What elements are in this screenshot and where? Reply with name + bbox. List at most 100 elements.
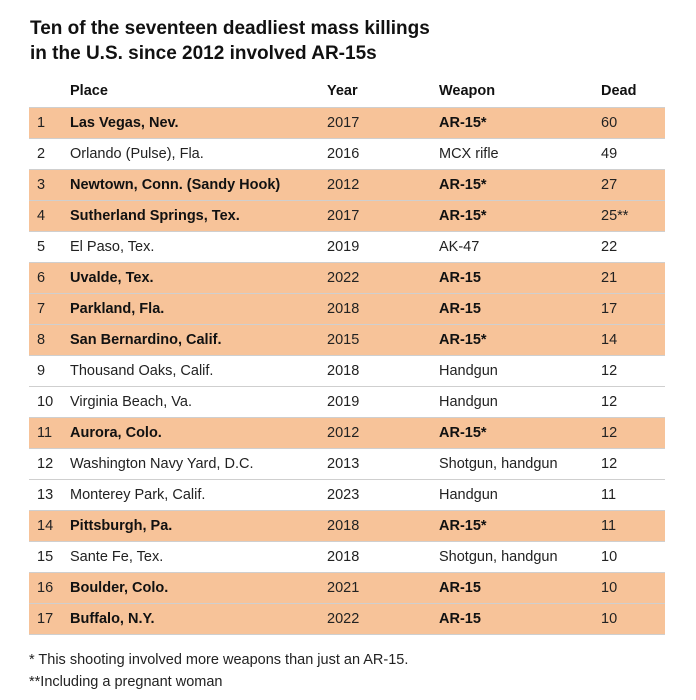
table-row: 4 Sutherland Springs, Tex. 2017 AR-15* 25** <box>29 200 665 231</box>
cell-dead: 10 <box>601 549 618 565</box>
cell-dead: 49 <box>601 146 618 162</box>
cell-rank: 5 <box>37 239 46 255</box>
cell-weapon: AK-47 <box>439 239 480 255</box>
cell-dead: 17 <box>601 301 618 317</box>
cell-year: 2018 <box>327 518 360 534</box>
cell-place: Uvalde, Tex. <box>70 270 154 286</box>
cell-place: Washington Navy Yard, D.C. <box>70 456 254 472</box>
cell-weapon: Handgun <box>439 487 498 503</box>
cell-weapon: AR-15 <box>439 611 481 627</box>
table-row: 13 Monterey Park, Calif. 2023 Handgun 11 <box>29 479 665 510</box>
cell-dead: 10 <box>601 611 618 627</box>
cell-place: Parkland, Fla. <box>70 301 165 317</box>
cell-weapon: AR-15* <box>439 332 487 348</box>
cell-year: 2018 <box>327 363 360 379</box>
cell-dead: 27 <box>601 177 618 193</box>
cell-year: 2017 <box>327 208 360 224</box>
table-row: 16 Boulder, Colo. 2021 AR-15 10 <box>29 572 665 603</box>
cell-year: 2022 <box>327 270 360 286</box>
header-year: Year <box>327 83 358 99</box>
cell-rank: 8 <box>37 332 46 348</box>
cell-year: 2016 <box>327 146 360 162</box>
cell-weapon: MCX rifle <box>439 146 499 162</box>
table-row: 5 El Paso, Tex. 2019 AK-47 22 <box>29 231 665 262</box>
cell-weapon: AR-15* <box>439 208 487 224</box>
table-row: 7 Parkland, Fla. 2018 AR-15 17 <box>29 293 665 324</box>
cell-dead: 11 <box>601 518 617 534</box>
cell-place: El Paso, Tex. <box>70 239 155 255</box>
cell-place: Aurora, Colo. <box>70 425 162 441</box>
table-row: 12 Washington Navy Yard, D.C. 2013 Shotgun,… <box>29 448 665 479</box>
table-row: 17 Buffalo, N.Y. 2022 AR-15 10 <box>29 603 665 634</box>
cell-weapon: AR-15* <box>439 177 487 193</box>
cell-weapon: Shotgun, handgun <box>439 549 558 565</box>
cell-dead: 14 <box>601 332 618 348</box>
cell-weapon: AR-15 <box>439 580 481 596</box>
cell-dead: 12 <box>601 425 618 441</box>
cell-rank: 10 <box>37 394 54 410</box>
cell-place: Virginia Beach, Va. <box>70 394 192 410</box>
cell-place: Monterey Park, Calif. <box>70 487 206 503</box>
cell-rank: 16 <box>37 580 54 596</box>
cell-dead: 12 <box>601 394 618 410</box>
cell-year: 2021 <box>327 580 360 596</box>
cell-year: 2017 <box>327 115 360 131</box>
cell-year: 2022 <box>327 611 360 627</box>
table-row: 6 Uvalde, Tex. 2022 AR-15 21 <box>29 262 665 293</box>
cell-year: 2019 <box>327 394 360 410</box>
cell-weapon: AR-15 <box>439 301 481 317</box>
cell-rank: 11 <box>37 425 53 441</box>
cell-rank: 4 <box>37 208 46 224</box>
cell-year: 2012 <box>327 177 360 193</box>
cell-year: 2013 <box>327 456 360 472</box>
cell-place: Pittsburgh, Pa. <box>70 518 173 534</box>
table-row: 8 San Bernardino, Calif. 2015 AR-15* 14 <box>29 324 665 355</box>
cell-rank: 3 <box>37 177 46 193</box>
footnote-asterisk: * This shooting involved more weapons th… <box>29 652 409 668</box>
cell-dead: 11 <box>601 487 617 503</box>
cell-year: 2012 <box>327 425 360 441</box>
title-line-2: in the U.S. since 2012 involved AR-15s <box>30 43 377 64</box>
cell-rank: 6 <box>37 270 46 286</box>
header-weapon: Weapon <box>439 83 496 99</box>
cell-rank: 17 <box>37 611 54 627</box>
cell-dead: 60 <box>601 115 618 131</box>
cell-rank: 1 <box>37 115 46 131</box>
chart-title: Ten of the seventeen deadliest mass kill… <box>30 16 670 66</box>
cell-dead: 21 <box>601 270 618 286</box>
cell-rank: 13 <box>37 487 54 503</box>
table-header: Place Year Weapon Dead <box>29 79 665 107</box>
table-row: 11 Aurora, Colo. 2012 AR-15* 12 <box>29 417 665 448</box>
cell-place: Las Vegas, Nev. <box>70 115 179 131</box>
footnotes: * This shooting involved more weapons th… <box>29 649 408 693</box>
cell-weapon: AR-15* <box>439 115 487 131</box>
cell-weapon: AR-15 <box>439 270 481 286</box>
cell-dead: 25** <box>601 208 629 224</box>
cell-dead: 12 <box>601 363 618 379</box>
header-dead: Dead <box>601 83 637 99</box>
cell-year: 2023 <box>327 487 360 503</box>
table-row: 3 Newtown, Conn. (Sandy Hook) 2012 AR-15* 27 <box>29 169 665 200</box>
table-row: 2 Orlando (Pulse), Fla. 2016 MCX rifle 49 <box>29 138 665 169</box>
cell-dead: 10 <box>601 580 618 596</box>
cell-dead: 22 <box>601 239 618 255</box>
cell-rank: 12 <box>37 456 54 472</box>
cell-place: Orlando (Pulse), Fla. <box>70 146 204 162</box>
cell-weapon: AR-15* <box>439 425 487 441</box>
cell-rank: 9 <box>37 363 46 379</box>
table-row: 9 Thousand Oaks, Calif. 2018 Handgun 12 <box>29 355 665 386</box>
header-place: Place <box>70 83 108 99</box>
title-line-1: Ten of the seventeen deadliest mass kill… <box>30 18 430 39</box>
cell-weapon: Shotgun, handgun <box>439 456 558 472</box>
cell-weapon: Handgun <box>439 394 498 410</box>
table-row: 14 Pittsburgh, Pa. 2018 AR-15* 11 <box>29 510 665 541</box>
cell-place: Sutherland Springs, Tex. <box>70 208 240 224</box>
cell-rank: 14 <box>37 518 54 534</box>
footnote-double-asterisk: **Including a pregnant woman <box>29 674 223 690</box>
cell-place: Boulder, Colo. <box>70 580 169 596</box>
table-body: 1 Las Vegas, Nev. 2017 AR-15* 60 2 Orlando (Pu… <box>29 107 665 635</box>
cell-rank: 2 <box>37 146 46 162</box>
table-row: 1 Las Vegas, Nev. 2017 AR-15* 60 <box>29 107 665 138</box>
cell-place: Buffalo, N.Y. <box>70 611 155 627</box>
cell-place: Sante Fe, Tex. <box>70 549 164 565</box>
